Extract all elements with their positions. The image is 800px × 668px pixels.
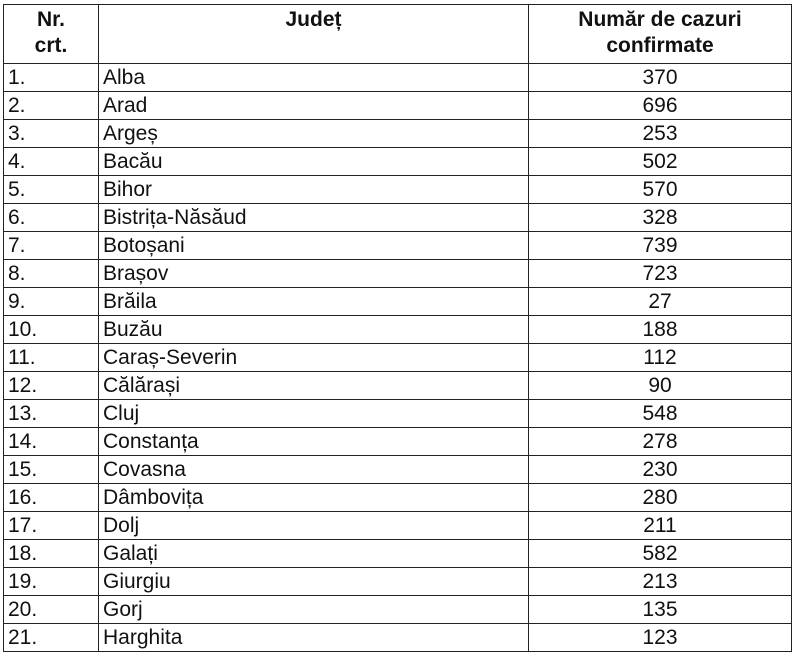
cell-judet: Călărași xyxy=(98,371,529,400)
table-row: 19. Giurgiu 213 xyxy=(3,567,792,596)
cell-nr: 9. xyxy=(3,287,99,316)
cell-nr: 7. xyxy=(3,231,99,260)
table-row: 13. Cluj 548 xyxy=(3,399,792,428)
cell-judet: Botoșani xyxy=(98,231,529,260)
cell-nr: 15. xyxy=(3,455,99,484)
table-row: 4. Bacău 502 xyxy=(3,147,792,176)
cell-judet: Argeș xyxy=(98,119,529,148)
cell-judet: Bacău xyxy=(98,147,529,176)
cell-judet: Galați xyxy=(98,539,529,568)
cell-cazuri: 253 xyxy=(528,119,792,148)
cell-cazuri: 123 xyxy=(528,623,792,652)
cell-cazuri: 582 xyxy=(528,539,792,568)
cell-cazuri: 112 xyxy=(528,343,792,372)
table-row: 7. Botoșani 739 xyxy=(3,231,792,260)
table-row: 1. Alba 370 xyxy=(3,63,792,92)
cell-cazuri: 370 xyxy=(528,63,792,92)
table-row: 18. Galați 582 xyxy=(3,539,792,568)
cell-nr: 21. xyxy=(3,623,99,652)
cell-cazuri: 328 xyxy=(528,203,792,232)
cell-judet: Caraș-Severin xyxy=(98,343,529,372)
cell-nr: 10. xyxy=(3,315,99,344)
header-judet: Județ xyxy=(98,4,529,64)
cell-cazuri: 548 xyxy=(528,399,792,428)
cell-nr: 3. xyxy=(3,119,99,148)
cell-cazuri: 211 xyxy=(528,511,792,540)
table-row: 3. Argeș 253 xyxy=(3,119,792,148)
cell-cazuri: 135 xyxy=(528,595,792,624)
cell-nr: 8. xyxy=(3,259,99,288)
table-row: 5. Bihor 570 xyxy=(3,175,792,204)
cell-judet: Giurgiu xyxy=(98,567,529,596)
cell-judet: Arad xyxy=(98,91,529,120)
cell-cazuri: 739 xyxy=(528,231,792,260)
cell-nr: 2. xyxy=(3,91,99,120)
header-row: Nr. crt. Județ Număr de cazuri confirmat… xyxy=(3,4,792,64)
cell-cazuri: 230 xyxy=(528,455,792,484)
cell-nr: 5. xyxy=(3,175,99,204)
cell-judet: Buzău xyxy=(98,315,529,344)
cell-judet: Gorj xyxy=(98,595,529,624)
table-row: 6. Bistrița-Năsăud 328 xyxy=(3,203,792,232)
cell-judet: Dâmbovița xyxy=(98,483,529,512)
table-row: 21. Harghita 123 xyxy=(3,623,792,652)
cell-cazuri: 278 xyxy=(528,427,792,456)
cell-cazuri: 280 xyxy=(528,483,792,512)
cell-nr: 11. xyxy=(3,343,99,372)
cell-judet: Cluj xyxy=(98,399,529,428)
cell-nr: 16. xyxy=(3,483,99,512)
cell-judet: Bihor xyxy=(98,175,529,204)
cell-cazuri: 90 xyxy=(528,371,792,400)
table-row: 9. Brăila 27 xyxy=(3,287,792,316)
table-row: 10. Buzău 188 xyxy=(3,315,792,344)
header-cazuri: Număr de cazuri confirmate xyxy=(528,4,792,64)
cell-judet: Dolj xyxy=(98,511,529,540)
cell-nr: 6. xyxy=(3,203,99,232)
table-row: 14. Constanța 278 xyxy=(3,427,792,456)
cell-nr: 19. xyxy=(3,567,99,596)
cell-judet: Covasna xyxy=(98,455,529,484)
header-nr: Nr. crt. xyxy=(3,4,99,64)
cell-cazuri: 723 xyxy=(528,259,792,288)
cell-cazuri: 27 xyxy=(528,287,792,316)
table-row: 20. Gorj 135 xyxy=(3,595,792,624)
cell-nr: 13. xyxy=(3,399,99,428)
table-row: 8. Brașov 723 xyxy=(3,259,792,288)
cases-table: Nr. crt. Județ Număr de cazuri confirmat… xyxy=(3,4,792,652)
table-row: 15. Covasna 230 xyxy=(3,455,792,484)
cell-cazuri: 502 xyxy=(528,147,792,176)
cell-nr: 12. xyxy=(3,371,99,400)
cell-judet: Alba xyxy=(98,63,529,92)
cell-nr: 1. xyxy=(3,63,99,92)
table-row: 17. Dolj 211 xyxy=(3,511,792,540)
table-row: 2. Arad 696 xyxy=(3,91,792,120)
cell-judet: Harghita xyxy=(98,623,529,652)
cell-nr: 4. xyxy=(3,147,99,176)
cell-cazuri: 570 xyxy=(528,175,792,204)
table-row: 16. Dâmbovița 280 xyxy=(3,483,792,512)
cell-cazuri: 213 xyxy=(528,567,792,596)
cell-judet: Constanța xyxy=(98,427,529,456)
cell-judet: Bistrița-Năsăud xyxy=(98,203,529,232)
cell-nr: 18. xyxy=(3,539,99,568)
cell-nr: 17. xyxy=(3,511,99,540)
table-row: 11. Caraș-Severin 112 xyxy=(3,343,792,372)
table-row: 12. Călărași 90 xyxy=(3,371,792,400)
cell-nr: 20. xyxy=(3,595,99,624)
cell-judet: Brăila xyxy=(98,287,529,316)
cell-cazuri: 188 xyxy=(528,315,792,344)
cell-nr: 14. xyxy=(3,427,99,456)
cell-cazuri: 696 xyxy=(528,91,792,120)
cell-judet: Brașov xyxy=(98,259,529,288)
